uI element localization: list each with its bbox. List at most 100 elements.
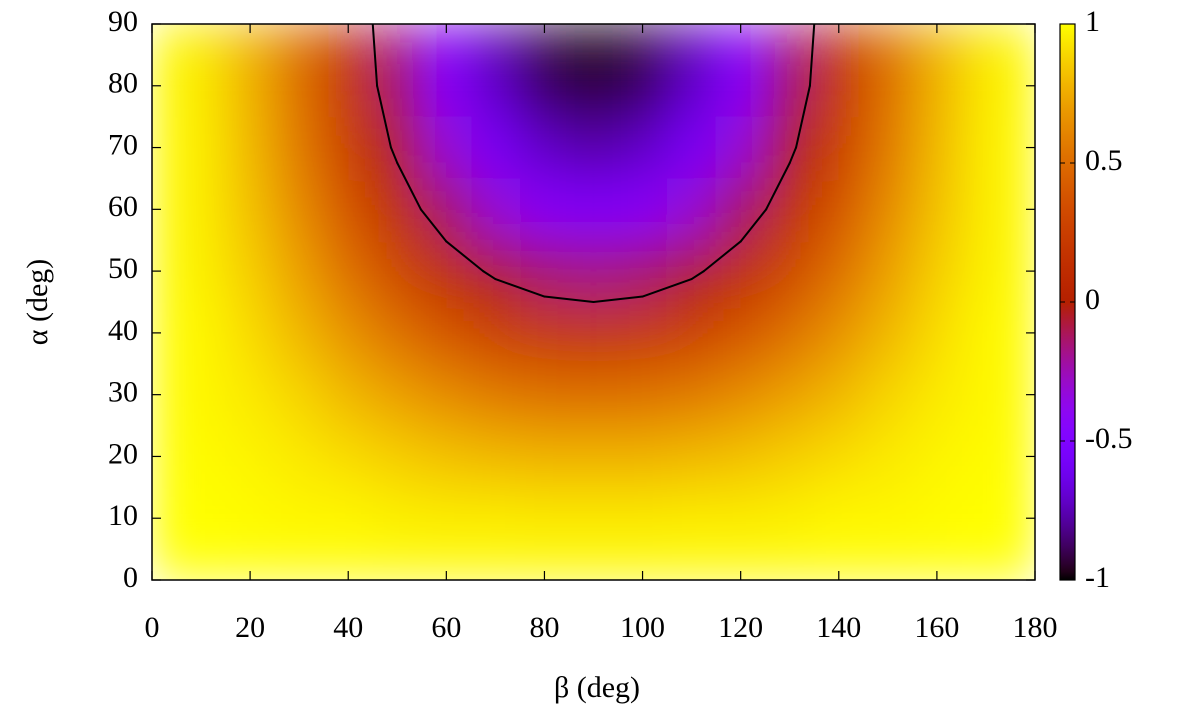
heat-cell [961, 487, 1011, 550]
heat-cell [323, 178, 374, 241]
heat-cell [421, 178, 472, 241]
heat-cell [765, 425, 815, 488]
heat-cell [470, 178, 521, 241]
heat-cell [765, 240, 815, 303]
heat-cell [372, 116, 423, 179]
heat-cell [961, 363, 1011, 427]
heat-cell [568, 116, 619, 179]
y-tick-label: 40 [108, 314, 138, 347]
heat-cell [618, 116, 668, 179]
heat-cell [814, 116, 864, 179]
x-tick-label: 0 [145, 611, 160, 644]
heat-cell [176, 425, 227, 488]
contour-line [702, 240, 742, 273]
heat-cell [323, 302, 374, 365]
axes: 0 20 40 60 80 100 120 140 160 1800102030405060708… [108, 5, 1133, 644]
heat-cell [470, 240, 521, 303]
heat-cell [667, 240, 717, 303]
heat-cell [372, 54, 423, 118]
contour-line [788, 146, 798, 164]
heat-cell [323, 487, 374, 550]
heat-cell [667, 54, 717, 118]
heat-cell [323, 363, 374, 427]
heat-cell [961, 54, 1011, 118]
heat-cell [912, 363, 962, 427]
heat-cell [274, 178, 325, 241]
heat-cell [667, 363, 717, 427]
colorbar-tick-label: 0.5 [1085, 144, 1123, 177]
heat-cell [176, 487, 227, 550]
heat-cell [765, 487, 815, 550]
heat-cell [765, 549, 815, 580]
heat-cell [1010, 549, 1035, 580]
heat-cell [912, 54, 962, 118]
contour-line [641, 278, 693, 298]
heat-cell [765, 363, 815, 427]
heat-cell [152, 549, 178, 580]
heat-cell [716, 363, 766, 427]
heat-cell [152, 24, 178, 56]
heat-cell [912, 116, 962, 179]
heat-cell [863, 240, 913, 303]
heat-cell [568, 24, 619, 56]
heat-cell [814, 487, 864, 550]
heat-cell [618, 302, 668, 365]
heat-cell [274, 302, 325, 365]
y-tick-label: 30 [108, 376, 138, 409]
colorbar-tick-label: 0 [1085, 283, 1100, 316]
heat-cell [667, 425, 717, 488]
heat-cell [274, 487, 325, 550]
contour [371, 24, 816, 303]
contour-line [419, 208, 448, 243]
heat-cell [961, 240, 1011, 303]
heat-cell [667, 116, 717, 179]
heat-cell [961, 24, 1011, 56]
heat-cell [961, 178, 1011, 241]
heat-cell [618, 54, 668, 118]
heat-cell [863, 24, 913, 56]
y-axis-label: α (deg) [21, 259, 54, 346]
heat-cell [1010, 24, 1035, 56]
x-tick-label: 120 [718, 611, 763, 644]
heat-cell [863, 487, 913, 550]
heat-cell [372, 425, 423, 488]
heat-cell [519, 425, 570, 488]
heat-cell [863, 178, 913, 241]
y-tick-label: 10 [108, 499, 138, 532]
heat-cell [568, 178, 619, 241]
heat-cell [372, 178, 423, 241]
heat-cell [519, 116, 570, 179]
heat-cell [667, 24, 717, 56]
heat-cell [618, 240, 668, 303]
heat-cell [814, 363, 864, 427]
heat-cell [912, 302, 962, 365]
colorbar-tick-label: -0.5 [1085, 422, 1133, 455]
contour-line [808, 24, 816, 87]
contour-line [765, 162, 791, 211]
heat-cell [568, 54, 619, 118]
heat-cell [716, 54, 766, 118]
contour-line [371, 24, 379, 87]
heat-cell [176, 24, 227, 56]
heat-cell [765, 302, 815, 365]
heat-cell [912, 425, 962, 488]
heat-cell [716, 178, 766, 241]
heat-cell [765, 178, 815, 241]
heat-cell [372, 302, 423, 365]
heat-cell [372, 363, 423, 427]
y-tick-label: 70 [108, 128, 138, 161]
y-tick-label: 50 [108, 252, 138, 285]
contour-line [592, 295, 644, 303]
heat-cell [421, 240, 472, 303]
heat-cell [519, 240, 570, 303]
x-tick-label: 40 [333, 611, 363, 644]
heat-cell [421, 302, 472, 365]
heat-cell [470, 24, 521, 56]
heat-cell [421, 487, 472, 550]
heat-cell [372, 487, 423, 550]
heat-cell [519, 363, 570, 427]
heat-cell [568, 549, 619, 580]
heat-cell [961, 116, 1011, 179]
y-tick-label: 80 [108, 67, 138, 100]
heat-cell [568, 240, 619, 303]
